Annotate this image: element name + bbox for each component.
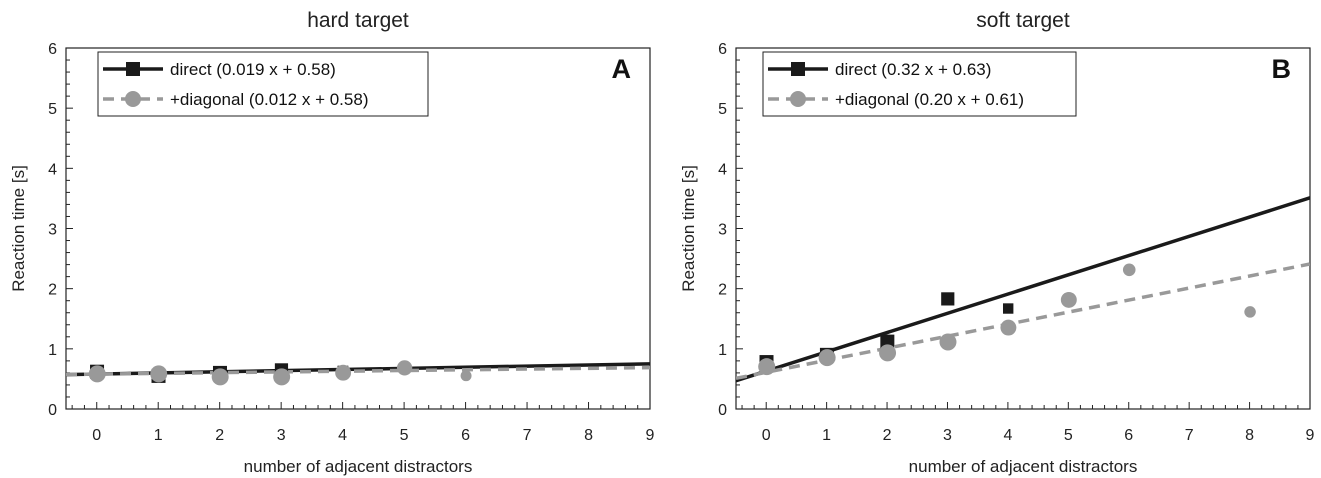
- x-axis-label: number of adjacent distractors: [909, 457, 1138, 476]
- y-tick-label: 2: [48, 282, 57, 299]
- y-tick-label: 1: [718, 342, 727, 359]
- chart-title: soft target: [976, 9, 1070, 32]
- legend-label: +diagonal (0.012 x + 0.58): [170, 90, 368, 109]
- y-tick-label: 6: [718, 41, 727, 58]
- x-tick-label: 0: [762, 427, 771, 444]
- legend-label: direct (0.32 x + 0.63): [835, 60, 991, 79]
- x-tick-label: 1: [154, 427, 163, 444]
- data-point-diagonal: [1244, 306, 1256, 318]
- data-point-diagonal: [460, 370, 472, 382]
- data-point-diagonal: [758, 358, 776, 376]
- y-tick-label: 5: [718, 101, 727, 118]
- x-tick-label: 2: [883, 427, 892, 444]
- data-point-direct: [941, 292, 955, 306]
- x-tick-label: 4: [338, 427, 347, 444]
- data-point-diagonal: [879, 344, 897, 362]
- y-tick-label: 4: [718, 161, 727, 178]
- y-tick-label: 3: [718, 222, 727, 239]
- x-tick-label: 5: [1064, 427, 1073, 444]
- x-tick-label: 8: [1245, 427, 1254, 444]
- x-tick-label: 3: [277, 427, 286, 444]
- data-point-diagonal: [335, 364, 352, 381]
- data-point-diagonal: [211, 368, 229, 386]
- data-point-direct: [1002, 303, 1014, 314]
- y-axis-label: Reaction time [s]: [679, 165, 698, 292]
- data-point-diagonal: [1000, 319, 1017, 336]
- y-tick-label: 0: [718, 402, 727, 419]
- data-point-diagonal: [939, 333, 957, 351]
- y-tick-label: 5: [48, 101, 57, 118]
- x-tick-label: 6: [461, 427, 470, 444]
- x-tick-label: 6: [1124, 427, 1133, 444]
- legend-label: direct (0.019 x + 0.58): [170, 60, 336, 79]
- panel-letter: B: [1272, 54, 1292, 84]
- chart-title: hard target: [307, 9, 409, 32]
- y-axis-label: Reaction time [s]: [9, 165, 28, 292]
- plot-content: [66, 360, 650, 386]
- legend-box: [97, 51, 429, 117]
- y-tick-label: 2: [718, 282, 727, 299]
- x-tick-label: 7: [1185, 427, 1194, 444]
- x-tick-label: 4: [1003, 427, 1012, 444]
- x-tick-label: 3: [943, 427, 952, 444]
- y-tick-label: 4: [48, 161, 57, 178]
- legend: direct (0.32 x + 0.63) +diagonal (0.20 x …: [762, 51, 1077, 117]
- x-tick-label: 0: [92, 427, 101, 444]
- legend-box: [762, 51, 1077, 117]
- legend-marker-square: [791, 62, 805, 76]
- data-point-diagonal: [396, 360, 413, 376]
- panel-letter: A: [612, 54, 632, 84]
- legend-marker-square: [126, 62, 140, 76]
- panel-b: soft target 0 1 2 3 4 5 6 0 1 2 3 4 5 6 7 8 9 number of ad…: [679, 9, 1315, 476]
- legend-label: +diagonal (0.20 x + 0.61): [835, 90, 1024, 109]
- x-axis-label: number of adjacent distractors: [244, 457, 473, 476]
- data-point-diagonal: [818, 349, 836, 367]
- x-tick-label: 1: [822, 427, 831, 444]
- legend-marker-circle: [125, 91, 141, 107]
- y-tick-label: 0: [48, 402, 57, 419]
- y-tick-label: 6: [48, 41, 57, 58]
- x-tick-label: 2: [215, 427, 224, 444]
- data-point-diagonal: [1122, 263, 1136, 277]
- x-tick-label: 9: [646, 427, 655, 444]
- x-tick-label: 7: [523, 427, 532, 444]
- data-point-diagonal: [150, 365, 168, 383]
- x-tick-label: 8: [584, 427, 593, 444]
- panel-a: hard target 0 1 2 3 4 5 6 0 1 2 3 4 5 6 7 8 9 number of ad…: [9, 9, 655, 476]
- plot-content: [736, 196, 1310, 383]
- y-tick-label: 1: [48, 342, 57, 359]
- x-tick-label: 9: [1306, 427, 1315, 444]
- data-point-diagonal: [273, 368, 291, 386]
- legend-marker-circle: [790, 91, 806, 107]
- data-point-diagonal: [1060, 291, 1077, 308]
- x-tick-label: 5: [400, 427, 409, 444]
- data-point-diagonal: [88, 365, 106, 383]
- y-tick-label: 3: [48, 222, 57, 239]
- legend: direct (0.019 x + 0.58) +diagonal (0.012 …: [97, 51, 429, 117]
